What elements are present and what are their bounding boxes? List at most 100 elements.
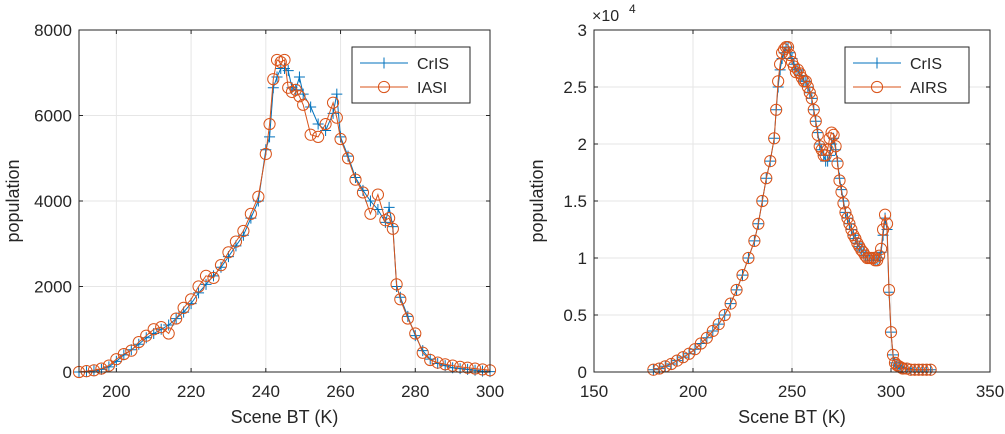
legend-label: CrIS bbox=[417, 56, 449, 73]
airs-point-64 bbox=[851, 237, 864, 250]
x-axis-label: Scene BT (K) bbox=[231, 407, 339, 427]
airs-point-30 bbox=[783, 48, 797, 62]
iasi-point-57 bbox=[439, 358, 452, 371]
x-tick-label-0: 150 bbox=[580, 382, 608, 401]
series-airs bbox=[647, 41, 937, 376]
airs-point-12 bbox=[718, 308, 731, 322]
iasi-point-8 bbox=[132, 335, 145, 349]
airs-point-58 bbox=[839, 206, 852, 219]
y-tick-label-4: 8000 bbox=[34, 21, 72, 40]
iasi-point-15 bbox=[184, 293, 198, 306]
legend-label: AIRS bbox=[910, 80, 947, 97]
y-tick-label-4: 2 bbox=[578, 135, 587, 154]
y-tick-label-5: 2.5 bbox=[563, 78, 587, 97]
y-tick-label-3: 1.5 bbox=[563, 192, 587, 211]
legend-marker bbox=[377, 80, 391, 94]
airs-point-22 bbox=[768, 132, 781, 145]
airs-point-0 bbox=[647, 363, 660, 376]
iasi-point-50 bbox=[390, 278, 403, 291]
airs-point-82 bbox=[886, 348, 900, 361]
cris-point-48 bbox=[383, 201, 395, 213]
airs-point-51 bbox=[825, 126, 838, 139]
iasi-point-18 bbox=[207, 271, 220, 285]
airs-point-48 bbox=[819, 149, 832, 162]
airs-point-93 bbox=[920, 363, 933, 376]
cris-point-40 bbox=[331, 88, 343, 100]
iasi-point-40 bbox=[330, 111, 343, 124]
iasi-point-45 bbox=[364, 207, 377, 220]
cris-point-17 bbox=[200, 278, 212, 290]
airs-point-4 bbox=[671, 354, 684, 367]
y-tick-label-6: 3 bbox=[578, 21, 587, 40]
airs-point-89 bbox=[904, 363, 917, 376]
legend-label: IASI bbox=[417, 80, 447, 97]
iasi-point-44 bbox=[356, 186, 370, 199]
y-tick-label-1: 0.5 bbox=[563, 306, 587, 325]
y-axis-label: population bbox=[3, 159, 23, 242]
airs-point-18 bbox=[752, 217, 765, 230]
iasi-point-22 bbox=[237, 224, 250, 238]
x-tick-label-0: 200 bbox=[102, 382, 130, 401]
iasi-point-29 bbox=[274, 55, 287, 69]
airs-point-59 bbox=[841, 212, 854, 225]
legend: CrIS AIRS bbox=[844, 46, 970, 104]
x-axis-label: Scene BT (K) bbox=[738, 407, 846, 427]
cris-point-31 bbox=[282, 65, 294, 77]
cris-point-37 bbox=[312, 118, 324, 130]
airs-point-76 bbox=[875, 242, 888, 255]
iasi-point-32 bbox=[285, 85, 299, 99]
x-tick-label-4: 280 bbox=[401, 382, 429, 401]
iasi-point-3 bbox=[95, 362, 108, 375]
iasi-point-54 bbox=[416, 346, 429, 359]
iasi-point-47 bbox=[379, 214, 392, 227]
airs-point-13 bbox=[724, 297, 737, 310]
airs-point-55 bbox=[833, 174, 846, 187]
airs-point-24 bbox=[772, 75, 785, 88]
airs-point-49 bbox=[821, 143, 834, 156]
iasi-point-39 bbox=[326, 96, 340, 109]
iasi-point-35 bbox=[297, 98, 310, 111]
iasi-point-46 bbox=[371, 188, 385, 201]
airs-point-50 bbox=[823, 132, 836, 145]
legend-entry-cris: CrIS bbox=[853, 56, 942, 73]
airs-point-15 bbox=[736, 269, 749, 282]
airs-point-25 bbox=[774, 58, 787, 71]
legend-label: CrIS bbox=[910, 56, 942, 73]
airs-point-81 bbox=[884, 326, 898, 339]
airs-point-57 bbox=[837, 197, 850, 210]
cris-point-45 bbox=[364, 195, 376, 207]
iasi-point-25 bbox=[259, 147, 272, 161]
y-tick-label-1: 2000 bbox=[34, 278, 72, 297]
airs-point-17 bbox=[748, 234, 761, 247]
airs-point-43 bbox=[809, 115, 822, 128]
airs-point-11 bbox=[712, 318, 725, 331]
y-tick-label-0: 0 bbox=[578, 363, 587, 382]
x-tick-label-4: 350 bbox=[976, 382, 1004, 401]
y-tick-label-3: 6000 bbox=[34, 107, 72, 126]
iasi-point-21 bbox=[229, 235, 243, 248]
x-tick-label-1: 220 bbox=[177, 382, 205, 401]
airs-point-75 bbox=[873, 249, 886, 262]
legend-entry-iasi: IASI bbox=[360, 80, 447, 97]
iasi-point-41 bbox=[334, 132, 347, 146]
iasi-point-10 bbox=[147, 323, 160, 336]
airs-point-42 bbox=[807, 103, 820, 116]
iasi-point-23 bbox=[244, 207, 257, 220]
iasi-point-1 bbox=[80, 365, 93, 378]
iasi-point-53 bbox=[409, 327, 422, 340]
iasi-point-13 bbox=[170, 312, 183, 325]
airs-point-52 bbox=[827, 128, 840, 141]
chart-1: 200 220 240 260 280 300 0 2000 4000 6000 8000 Scene… bbox=[3, 21, 504, 427]
airs-point-14 bbox=[730, 283, 743, 297]
iasi-point-43 bbox=[349, 173, 362, 186]
iasi-point-51 bbox=[394, 293, 407, 306]
iasi-point-48 bbox=[383, 212, 396, 225]
airs-point-41 bbox=[805, 92, 818, 105]
iasi-point-37 bbox=[312, 130, 325, 143]
airs-point-16 bbox=[742, 251, 755, 265]
exponent-base: ×10 bbox=[592, 8, 619, 25]
airs-point-1 bbox=[653, 362, 666, 375]
legend-box bbox=[351, 46, 471, 104]
legend: CrIS IASI bbox=[351, 46, 471, 104]
exponent-power: 4 bbox=[629, 2, 636, 16]
